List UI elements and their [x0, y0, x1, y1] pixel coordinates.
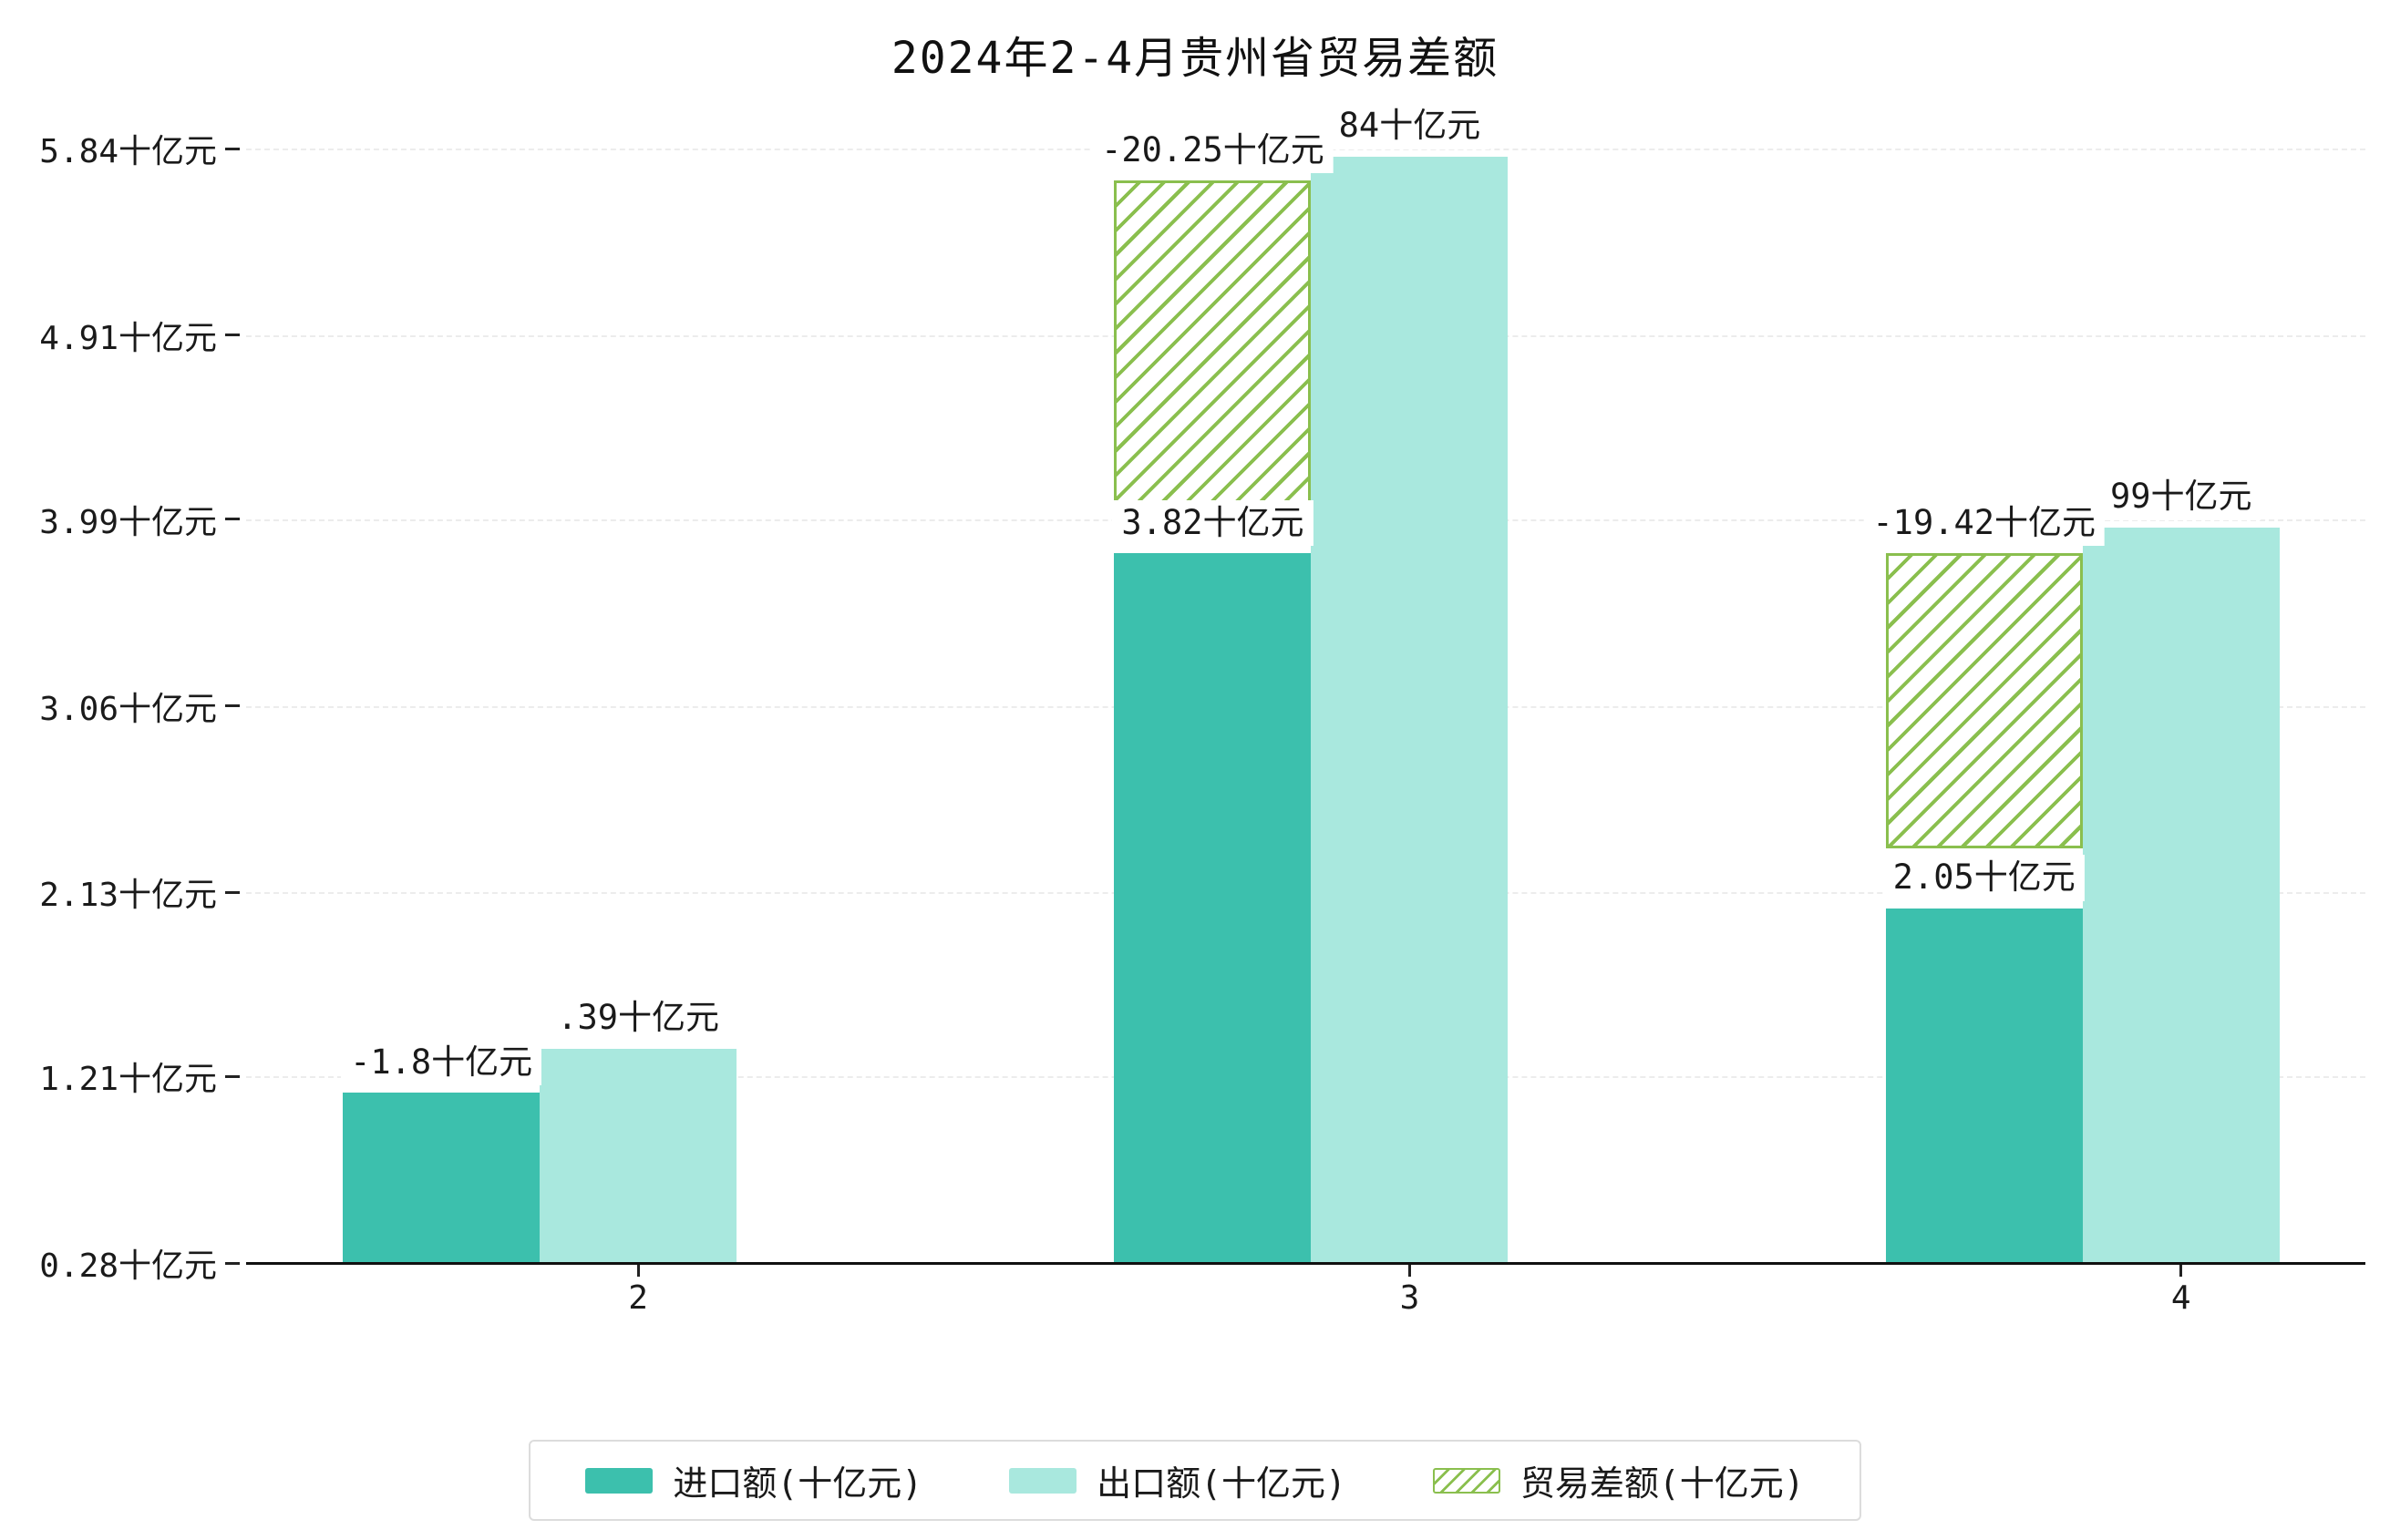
trade-balance-bar	[1114, 180, 1312, 504]
y-tick-label: 3.06十亿元	[39, 690, 217, 728]
x-tick-label: 2	[628, 1279, 648, 1317]
x-tick-label: 4	[2170, 1279, 2191, 1317]
y-tick-mark	[225, 518, 240, 521]
y-tick-mark	[225, 890, 240, 894]
x-axis-line	[246, 1262, 2365, 1265]
legend-box: 进口额(十亿元) 出口额(十亿元) 贸易差额(十亿元)	[529, 1440, 1861, 1521]
y-tick-mark	[225, 147, 240, 150]
x-tick-mark	[2179, 1265, 2183, 1277]
y-tick-mark	[225, 334, 240, 337]
y-tick-label: 1.21十亿元	[39, 1061, 217, 1099]
legend-swatch-balance-icon	[1432, 1467, 1500, 1494]
y-tick-label: 2.13十亿元	[39, 877, 217, 915]
export-bar	[2082, 527, 2280, 1263]
y-tick-label: 3.99十亿元	[39, 503, 217, 541]
x-tick-label: 3	[1399, 1279, 1420, 1317]
trade-balance-value-label: -19.42十亿元	[1863, 499, 2106, 547]
y-tick-mark	[225, 1074, 240, 1078]
legend-label-export: 出口额(十亿元)	[1097, 1463, 1346, 1504]
legend-label-import: 进口额(十亿元)	[673, 1463, 923, 1504]
import-value-label: 3.82十亿元	[1112, 499, 1313, 547]
import-bar	[1885, 908, 2083, 1263]
trade-balance-value-label: -20.25十亿元	[1092, 127, 1334, 174]
legend-label-balance: 贸易差额(十亿元)	[1520, 1463, 1805, 1504]
export-bar	[540, 1048, 737, 1263]
import-value-label: 2.05十亿元	[1883, 855, 2085, 901]
legend-item-import: 进口额(十亿元)	[585, 1455, 922, 1505]
export-bar	[1311, 156, 1509, 1263]
export-value-label: 99十亿元	[2100, 474, 2261, 520]
y-tick-mark	[225, 704, 240, 707]
y-tick-label: 0.28十亿元	[39, 1247, 217, 1285]
plot-area: -1.8十亿元 .39十亿元 3.82十亿元 84十亿元 -20.25十亿元 2.05十亿…	[246, 103, 2365, 1265]
import-bar	[1114, 553, 1312, 1263]
legend-swatch-export-icon	[1009, 1467, 1077, 1494]
legend-swatch-import-icon	[585, 1467, 654, 1494]
y-tick-label: 4.91十亿元	[39, 319, 217, 357]
export-value-label: .39十亿元	[548, 995, 729, 1042]
legend: 进口额(十亿元) 出口额(十亿元) 贸易差额(十亿元)	[0, 1440, 2390, 1521]
import-value-label: -1.8十亿元	[341, 1039, 542, 1086]
trade-balance-bar	[1885, 553, 2083, 848]
y-tick-label: 5.84十亿元	[39, 133, 217, 170]
legend-item-balance: 贸易差额(十亿元)	[1432, 1455, 1805, 1505]
x-tick-mark	[636, 1265, 640, 1277]
y-tick-mark	[225, 1261, 240, 1265]
chart-title: 2024年2-4月贵州省贸易差额	[891, 33, 1499, 84]
legend-item-export: 出口额(十亿元)	[1009, 1455, 1346, 1505]
import-bar	[343, 1093, 541, 1263]
export-value-label: 84十亿元	[1329, 103, 1490, 149]
x-tick-mark	[1407, 1265, 1411, 1277]
